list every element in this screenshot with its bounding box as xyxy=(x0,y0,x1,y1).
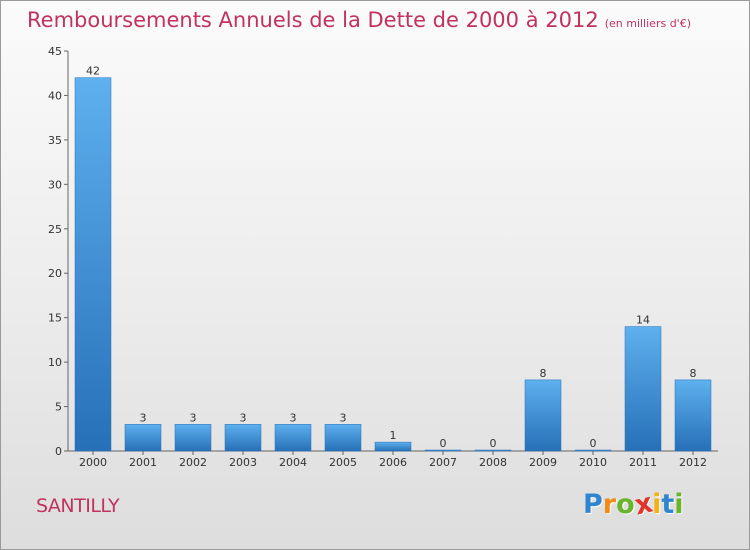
y-tick-label: 30 xyxy=(48,178,62,191)
x-tick-label: 2007 xyxy=(429,456,457,469)
bar-value-label: 3 xyxy=(240,411,247,424)
logo-letter: o xyxy=(616,489,635,520)
x-tick-label: 2006 xyxy=(379,456,407,469)
y-tick-label: 15 xyxy=(48,312,62,325)
x-tick-label: 2009 xyxy=(529,456,557,469)
x-tick-label: 2005 xyxy=(329,456,357,469)
bar-2003 xyxy=(224,424,262,452)
x-tick-label: 2000 xyxy=(79,456,107,469)
chart-title-text: Remboursements Annuels de la Dette de 20… xyxy=(27,8,599,32)
commune-name: SANTILLY xyxy=(36,495,120,517)
x-tick-label: 2010 xyxy=(579,456,607,469)
bar-2008 xyxy=(474,449,512,452)
logo-letter: i xyxy=(652,489,662,520)
y-tick-label: 0 xyxy=(55,445,62,458)
bar-value-label: 0 xyxy=(490,437,497,450)
logo-letter: P xyxy=(583,489,603,520)
bar-2004 xyxy=(274,424,312,452)
bar-2001 xyxy=(124,424,162,452)
x-tick-label: 2003 xyxy=(229,456,257,469)
bar-2012 xyxy=(674,379,712,452)
bar-2010 xyxy=(574,449,612,452)
logo-letter: r xyxy=(602,489,617,520)
bar-value-label: 3 xyxy=(290,411,297,424)
bar-value-label: 3 xyxy=(340,411,347,424)
bar-value-label: 42 xyxy=(86,65,100,78)
y-axis: 0 5 10 15 20 25 30 35 40 45 xyxy=(48,45,69,458)
bar-value-label: 3 xyxy=(190,411,197,424)
x-axis: 2000 2001 2002 2003 2004 2005 2006 2007 2008 2009… xyxy=(68,450,718,469)
bar-value-label: 0 xyxy=(590,437,597,450)
x-tick-label: 2012 xyxy=(679,456,707,469)
bar-2011 xyxy=(624,326,662,452)
bar-2009 xyxy=(524,379,562,452)
bar-2002 xyxy=(174,424,212,452)
y-tick-label: 20 xyxy=(48,267,62,280)
bar-2007 xyxy=(424,449,462,452)
x-tick-label: 2004 xyxy=(279,456,307,469)
x-tick-label: 2001 xyxy=(129,456,157,469)
bar-2000 xyxy=(74,77,112,452)
bar-2005 xyxy=(324,424,362,452)
y-tick-label: 5 xyxy=(55,401,62,414)
y-tick-label: 10 xyxy=(48,356,62,369)
x-tick-label: 2011 xyxy=(629,456,657,469)
bar-value-label: 3 xyxy=(140,411,147,424)
y-tick-label: 40 xyxy=(48,89,62,102)
y-tick-label: 25 xyxy=(48,223,62,236)
chart-title: Remboursements Annuels de la Dette de 20… xyxy=(27,8,691,32)
y-tick-label: 45 xyxy=(48,45,62,58)
x-tick-label: 2002 xyxy=(179,456,207,469)
bar-2006 xyxy=(374,441,412,452)
bar-value-label: 1 xyxy=(390,429,397,442)
bars: 42 3 3 3 3 3 1 0 0 8 0 14 8 xyxy=(74,65,712,452)
logo-letter: t xyxy=(661,489,675,520)
bar-value-label: 8 xyxy=(690,367,697,380)
x-tick-label: 2008 xyxy=(479,456,507,469)
proxiti-logo: Proxiti xyxy=(583,488,684,522)
bar-value-label: 8 xyxy=(540,367,547,380)
chart-title-unit: (en milliers d'€) xyxy=(604,17,691,30)
y-tick-label: 35 xyxy=(48,134,62,147)
bar-value-label: 14 xyxy=(636,314,650,327)
bar-value-label: 0 xyxy=(440,437,447,450)
logo-letter: i xyxy=(674,489,684,520)
